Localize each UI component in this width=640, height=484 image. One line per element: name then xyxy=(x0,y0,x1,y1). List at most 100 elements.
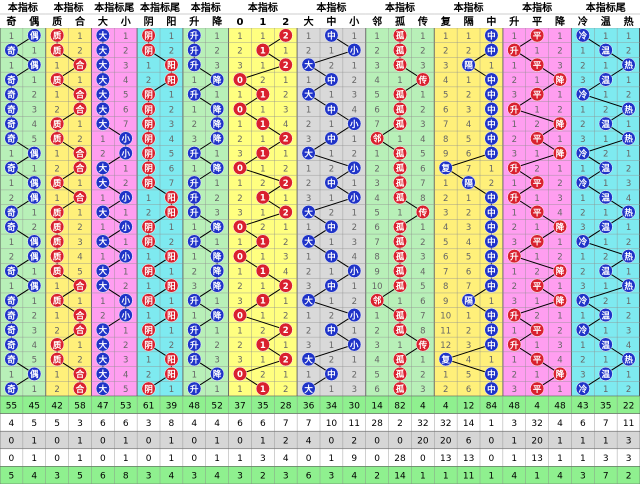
trend-marker: 平 xyxy=(530,28,545,43)
miss-count: 1 xyxy=(557,32,562,42)
trend-marker: 隔 xyxy=(461,293,476,308)
marker-circle xyxy=(255,234,270,249)
marker-label: 大 xyxy=(304,237,313,248)
trend-marker: 0 xyxy=(232,101,248,116)
trend-marker: 阴 xyxy=(141,101,156,116)
trend-marker: 大 xyxy=(95,322,110,337)
marker-label: 小 xyxy=(349,45,359,56)
marker-label: 降 xyxy=(213,75,222,86)
marker-label: 1 xyxy=(260,194,266,204)
marker-circle xyxy=(210,366,225,381)
miss-count: 4 xyxy=(420,267,425,277)
trend-marker: 冷 xyxy=(575,293,590,308)
trend-marker: 偶 xyxy=(27,28,42,43)
trend-marker: 温 xyxy=(598,116,613,131)
miss-count: 1 xyxy=(534,370,539,380)
marker-circle xyxy=(530,352,545,367)
marker-label: 大 xyxy=(99,104,108,115)
miss-count: 1 xyxy=(329,385,334,395)
miss-count: 1 xyxy=(603,356,608,366)
miss-count: 1 xyxy=(237,238,242,248)
miss-count: 1 xyxy=(54,91,59,101)
marker-label: 温 xyxy=(601,369,610,380)
marker-circle xyxy=(95,337,110,352)
trend-marker: 奇 xyxy=(4,322,19,337)
marker-label: 平 xyxy=(533,179,542,189)
trend-marker: 0 xyxy=(232,249,248,264)
miss-count: 1 xyxy=(420,32,425,42)
summary-value: 2 xyxy=(260,472,266,482)
miss-count: 1 xyxy=(603,282,608,292)
trend-marker: 合 xyxy=(72,308,88,323)
trend-marker: 孤 xyxy=(392,322,408,337)
summary-value: 35 xyxy=(257,401,268,411)
summary-value: 11 xyxy=(623,419,634,429)
trend-marker: 孤 xyxy=(392,352,408,367)
miss-count: 3 xyxy=(352,238,357,248)
trend-marker: 降 xyxy=(552,366,568,381)
marker-circle xyxy=(95,160,110,175)
miss-count: 2 xyxy=(580,356,585,366)
marker-label: 阴 xyxy=(144,179,153,189)
miss-count: 2 xyxy=(54,326,59,336)
marker-label: 1 xyxy=(260,238,266,248)
miss-count: 1 xyxy=(603,326,608,336)
miss-count: 2 xyxy=(54,385,59,395)
summary-value: 6 xyxy=(580,419,586,429)
summary-value: 5 xyxy=(54,419,60,429)
marker-circle xyxy=(72,87,88,102)
trend-marker: 升 xyxy=(187,146,202,161)
marker-circle xyxy=(232,249,248,264)
trend-marker: 邻 xyxy=(370,293,385,308)
marker-label: 大 xyxy=(99,90,108,101)
marker-label: 热 xyxy=(624,207,633,218)
miss-count: 1 xyxy=(32,164,37,174)
marker-circle xyxy=(118,131,133,146)
marker-circle xyxy=(187,190,202,205)
summary-value: 84 xyxy=(486,401,498,411)
marker-circle xyxy=(141,160,156,175)
summary-value: 10 xyxy=(326,419,338,429)
trend-marker: 邻 xyxy=(370,131,385,146)
marker-circle xyxy=(255,87,270,102)
marker-label: 大 xyxy=(99,207,108,218)
trend-marker: 中 xyxy=(484,72,499,87)
summary-value: 1 xyxy=(534,472,540,482)
marker-label: 奇 xyxy=(7,45,16,56)
summary-value: 32 xyxy=(531,419,542,429)
trend-marker: 合 xyxy=(72,278,88,293)
miss-count: 1 xyxy=(489,164,494,174)
summary-value: 3 xyxy=(603,454,609,464)
miss-count: 5 xyxy=(420,150,425,160)
marker-circle xyxy=(232,366,248,381)
marker-label: 热 xyxy=(624,134,633,145)
marker-circle xyxy=(324,219,339,234)
marker-label: 1 xyxy=(260,91,266,101)
trend-marker: 1 xyxy=(255,337,270,352)
marker-circle xyxy=(392,381,408,396)
marker-circle xyxy=(347,337,362,352)
marker-circle xyxy=(484,278,499,293)
marker-circle xyxy=(187,28,202,43)
miss-count: 6 xyxy=(443,253,448,263)
miss-count: 1 xyxy=(329,267,334,277)
marker-label: 奇 xyxy=(7,325,16,336)
marker-label: 降 xyxy=(213,222,222,233)
trend-marker: 孤 xyxy=(392,87,408,102)
miss-count: 1 xyxy=(283,47,288,57)
trend-marker: 大 xyxy=(301,234,316,249)
trend-marker: 1 xyxy=(255,43,270,58)
miss-count: 2 xyxy=(420,47,425,57)
miss-count: 3 xyxy=(466,223,471,233)
miss-count: 3 xyxy=(32,326,37,336)
summary-value: 1 xyxy=(511,437,517,447)
marker-label: 大 xyxy=(99,60,108,71)
marker-label: 升 xyxy=(190,31,199,42)
marker-label: 0 xyxy=(237,76,243,86)
trend-marker: 质 xyxy=(50,234,65,249)
marker-circle xyxy=(324,322,339,337)
marker-circle xyxy=(278,57,293,72)
marker-circle xyxy=(301,381,316,396)
trend-marker: 质 xyxy=(50,116,65,131)
marker-circle xyxy=(210,72,225,87)
